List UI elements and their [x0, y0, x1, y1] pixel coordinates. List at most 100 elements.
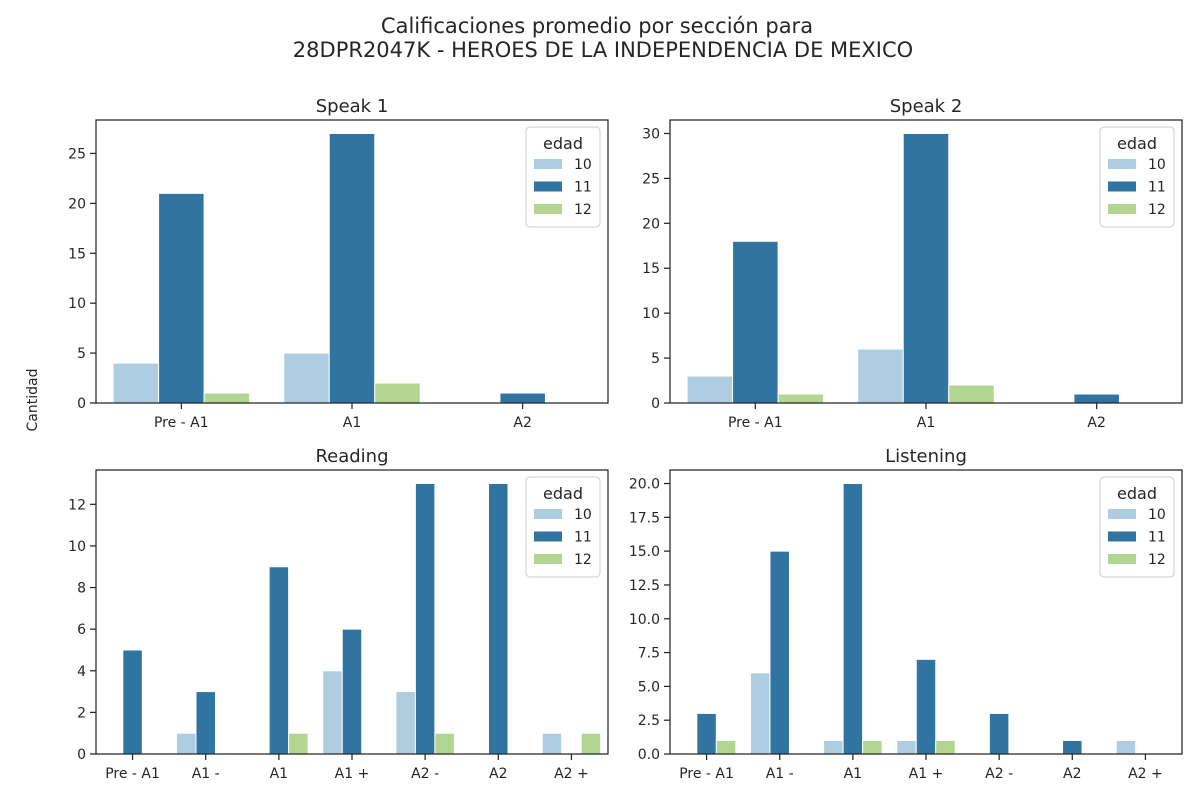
bar-11-A2 [1073, 393, 1120, 404]
subplot-title: Speak 2 [890, 96, 963, 117]
y-tick-label: 20.0 [629, 477, 660, 493]
y-tick-label: 2 [77, 705, 86, 721]
x-tick-label: A2 [513, 415, 531, 431]
y-tick-label: 2.5 [638, 713, 660, 729]
x-tick-label: A1 - [192, 766, 220, 782]
bar-11-A1 [902, 132, 950, 404]
legend-entry-10: 10 [1148, 507, 1166, 523]
y-tick-label: 5 [77, 346, 86, 362]
figure-title-line-2: 28DPR2047K - HEROES DE LA INDEPENDENCIA … [293, 38, 913, 62]
y-tick-label: 6 [77, 622, 86, 638]
legend-title: edad [543, 484, 583, 503]
legend-entry-11: 11 [574, 180, 592, 196]
legend-entry-12: 12 [1148, 552, 1166, 568]
x-tick-label: A1 + [909, 766, 944, 782]
legend-entry-12: 12 [574, 202, 592, 218]
bar-10-A1- [749, 672, 771, 755]
y-tick-label: 12.5 [629, 578, 660, 594]
x-tick-label: Pre - A1 [728, 415, 783, 431]
y-tick-label: 4 [77, 664, 86, 680]
y-tick-label: 15 [642, 261, 660, 277]
bar-11-A1 [268, 566, 290, 755]
bar-12-A1 [862, 739, 883, 755]
y-tick-label: 5 [651, 351, 660, 367]
bar-10-A2+ [541, 732, 563, 755]
y-tick-label: 12 [68, 497, 86, 513]
x-tick-label: A1 [343, 415, 361, 431]
subplot-reading: 0 2 4 6 8 10 12 Pre - A1 A1 - A1 A1 + A2 - A2 A2 + Rea… [68, 446, 609, 782]
legend-frame [525, 476, 601, 578]
x-tick-label: A1 - [766, 766, 794, 782]
legend-swatch-11 [1108, 181, 1136, 192]
bar-11-A1- [769, 550, 790, 755]
bar-11-Pre-A1 [158, 192, 205, 404]
bar-11-A2 [1062, 739, 1083, 755]
legend-entry-11: 11 [574, 530, 592, 546]
y-tick-label: 25 [642, 171, 660, 187]
bar-11-A1- [195, 691, 216, 755]
y-tick-label: 0 [77, 396, 86, 412]
bar-11-A1 [842, 483, 864, 755]
bar-12-A2- [434, 732, 455, 755]
x-tick-label: A1 [917, 415, 935, 431]
bar-12-A2+ [580, 732, 602, 755]
x-tick-label: Pre - A1 [154, 415, 209, 431]
y-tick-label: 10.0 [629, 612, 660, 628]
bar-11-A1+ [341, 628, 363, 755]
bar-12-A1 [288, 732, 309, 755]
legend-swatch-11 [534, 181, 562, 192]
bar-10-A1+ [322, 670, 343, 755]
x-tick-label: A2 [1087, 415, 1105, 431]
bar-12-Pre-A1 [777, 393, 825, 404]
bar-10-A1+ [896, 739, 917, 755]
y-tick-label: 0 [77, 747, 86, 763]
subplot-listening: 0.0 2.5 5.0 7.5 10.0 12.5 15.0 17.5 20.0 Pre - A1… [629, 446, 1183, 782]
x-tick-label: A1 + [335, 766, 370, 782]
legend-frame [1099, 476, 1175, 578]
bar-10-A2- [395, 691, 416, 755]
y-tick-label: 15 [68, 246, 86, 262]
legend-title: edad [543, 134, 583, 153]
x-tick-label: A2 [489, 766, 507, 782]
bar-12-Pre-A1 [715, 739, 737, 755]
x-tick-label: A1 [844, 766, 862, 782]
y-tick-label: 8 [77, 581, 86, 597]
bar-11-Pre-A1 [732, 240, 779, 404]
y-tick-label: 15.0 [629, 544, 660, 560]
bar-12-Pre-A1 [203, 392, 251, 404]
bar-10-A1 [857, 348, 904, 404]
legend-swatch-10 [534, 159, 562, 169]
y-tick-label: 7.5 [638, 646, 660, 662]
legend-swatch-10 [1108, 509, 1136, 519]
legend-title: edad [1117, 484, 1157, 503]
bar-10-Pre-A1 [112, 362, 160, 404]
legend-swatch-10 [1108, 159, 1136, 169]
legend-entry-12: 12 [1148, 202, 1166, 218]
bar-11-A2 [488, 483, 509, 755]
legend-entry-11: 11 [1148, 180, 1166, 196]
y-tick-label: 0 [651, 396, 660, 412]
legend: edad 10 11 12 [525, 476, 601, 578]
y-tick-label: 17.5 [629, 510, 660, 526]
x-tick-label: A2 - [985, 766, 1013, 782]
legend: edad 10 11 12 [1099, 126, 1175, 228]
legend-frame [525, 126, 601, 228]
legend-swatch-11 [534, 531, 562, 542]
y-tick-label: 10 [642, 306, 660, 322]
subplot-speak-2: 0 5 10 15 20 25 30 Pre - A1 A1 A2 Speak 2 edad 10 11 1… [642, 96, 1183, 431]
legend-entry-12: 12 [574, 552, 592, 568]
bar-10-A1 [823, 739, 844, 755]
legend: edad 10 11 12 [525, 126, 601, 228]
y-tick-label: 20 [68, 196, 86, 212]
y-axis-label: Cantidad [25, 369, 41, 432]
x-tick-label: A2 + [554, 766, 589, 782]
y-tick-label: 5.0 [638, 679, 660, 695]
bar-10-A1 [283, 352, 330, 404]
bar-12-A1+ [935, 739, 956, 755]
bar-10-A1- [175, 732, 197, 755]
bar-11-A2 [499, 392, 546, 404]
x-tick-label: A2 + [1128, 766, 1163, 782]
x-tick-label: Pre - A1 [105, 766, 160, 782]
bar-12-A1 [374, 382, 421, 404]
